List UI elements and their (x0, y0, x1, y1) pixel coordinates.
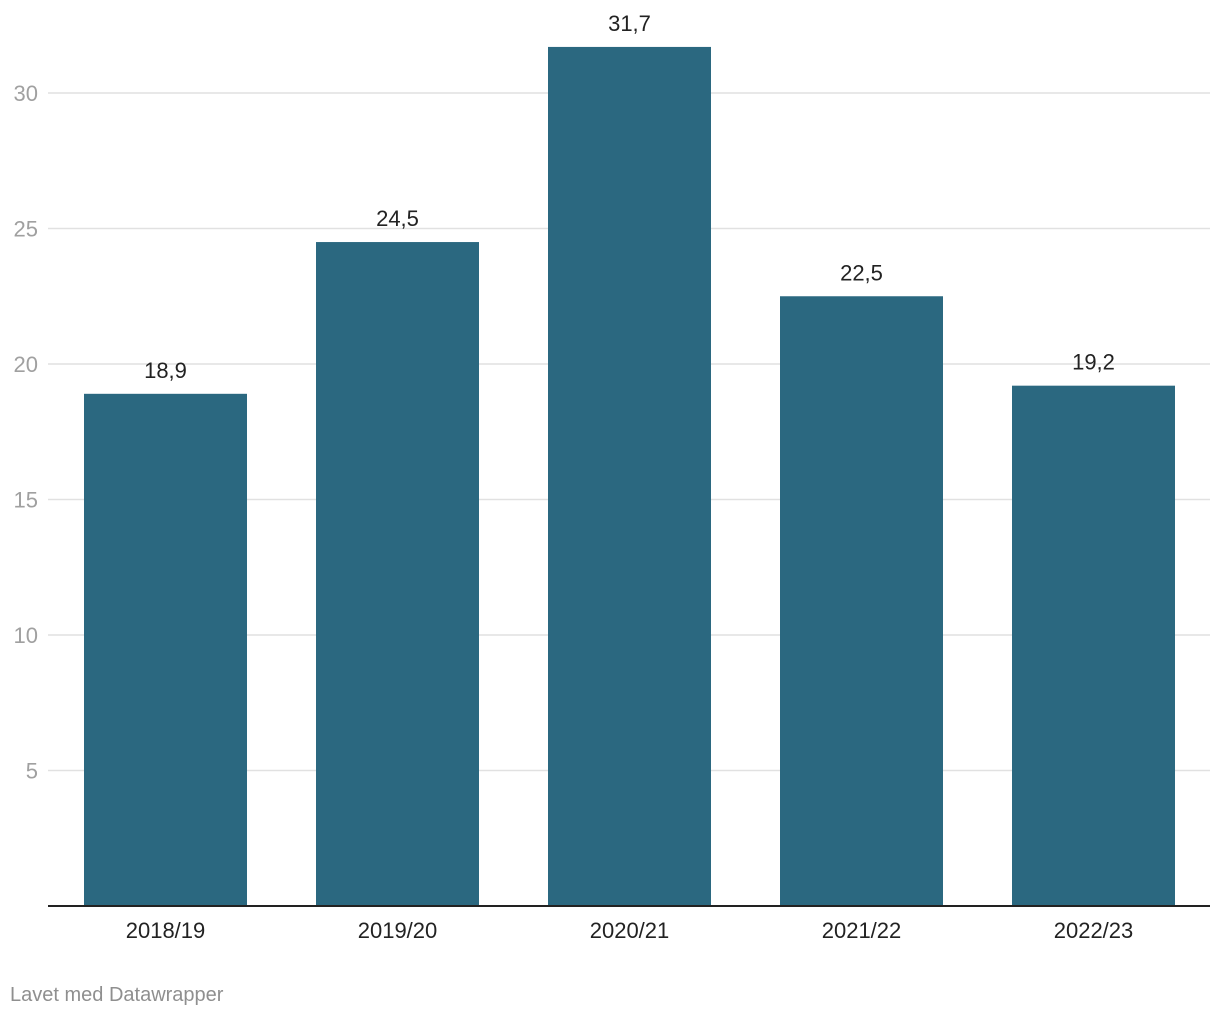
x-tick-label: 2018/19 (126, 918, 206, 943)
bar-value-label: 18,9 (144, 358, 187, 383)
x-axis-ticks: 2018/19 2019/20 2020/21 2021/22 2022/23 (126, 918, 1134, 943)
bar-value-label: 24,5 (376, 206, 419, 231)
bar-value-label: 31,7 (608, 11, 651, 36)
y-tick-label: 10 (14, 623, 38, 648)
x-tick-label: 2020/21 (590, 918, 670, 943)
x-tick-label: 2022/23 (1054, 918, 1134, 943)
bar (84, 393, 247, 906)
y-axis-ticks: 5 10 15 20 25 30 (14, 81, 38, 784)
x-tick-label: 2019/20 (358, 918, 438, 943)
bar (548, 46, 711, 907)
y-tick-label: 25 (14, 217, 38, 242)
y-tick-label: 5 (26, 759, 38, 784)
y-tick-label: 20 (14, 352, 38, 377)
bars (84, 46, 1175, 907)
y-tick-label: 30 (14, 81, 38, 106)
bar-value-label: 19,2 (1072, 350, 1115, 375)
y-tick-label: 15 (14, 488, 38, 513)
x-tick-label: 2021/22 (822, 918, 902, 943)
bar (1012, 385, 1175, 906)
bar-value-label: 22,5 (840, 260, 883, 285)
bar (316, 242, 479, 907)
value-labels: 18,9 24,5 31,7 22,5 19,2 (144, 11, 1115, 383)
footer-credit: Lavet med Datawrapper (10, 984, 224, 1006)
bar (780, 296, 943, 906)
